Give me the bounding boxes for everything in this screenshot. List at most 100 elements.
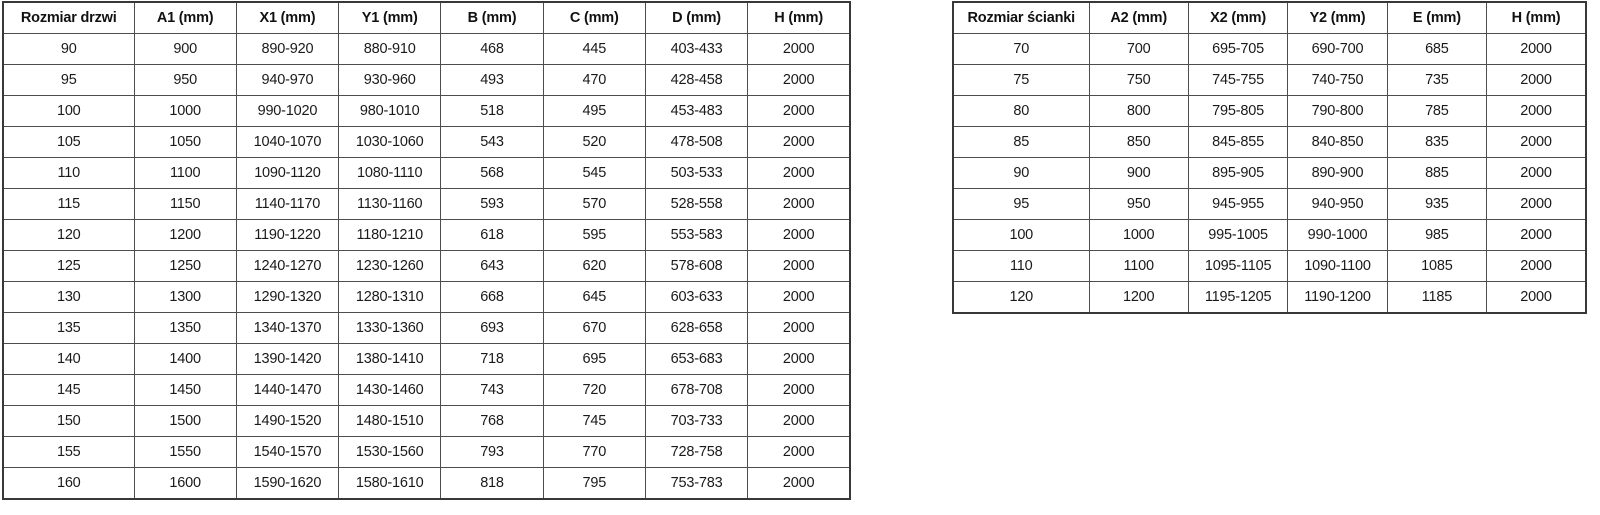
table-cell: 735 [1386,64,1488,96]
table-cell: 120 [952,281,1090,314]
table-cell: 795 [542,467,646,500]
table-cell: 593 [440,188,544,220]
table-cell: 1200 [1088,281,1189,314]
table-cell: 1150 [133,188,237,220]
table-cell: 2000 [747,95,851,127]
table-cell: 900 [1088,157,1189,189]
column-header: X1 (mm) [235,1,340,34]
table-cell: 720 [542,374,646,406]
table-cell: 1095-1105 [1187,250,1289,282]
table-cell: 2000 [747,467,851,500]
table-cell: 115 [2,188,135,220]
column-header: E (mm) [1386,1,1488,34]
table-cell: 2000 [1486,188,1587,220]
table-cell: 528-558 [644,188,749,220]
table-cell: 85 [952,126,1090,158]
column-header: X2 (mm) [1187,1,1289,34]
table-cell: 1100 [1088,250,1189,282]
column-header: B (mm) [440,1,544,34]
table-cell: 110 [952,250,1090,282]
table-cell: 1190-1220 [235,219,340,251]
table-cell: 2000 [747,436,851,468]
table-row: 85 850 845-855 840-850 835 2000 [952,126,1587,158]
table-cell: 1180-1210 [338,219,442,251]
table-cell: 745-755 [1187,64,1289,96]
table-row: 135 1350 1340-1370 1330-1360 693 670 628-658 20… [2,312,851,344]
table-cell: 643 [440,250,544,282]
wall-panel-size-table: Rozmiar ścianki A2 (mm) X2 (mm) Y2 (mm) E (m… [952,1,1587,314]
table-cell: 2000 [1486,126,1587,158]
table-cell: 1600 [133,467,237,500]
table-cell: 645 [542,281,646,313]
table-cell: 1240-1270 [235,250,340,282]
table-cell: 940-970 [235,64,340,96]
table-cell: 2000 [747,126,851,158]
column-header: A1 (mm) [133,1,237,34]
table-cell: 700 [1088,33,1189,65]
column-header: Y1 (mm) [338,1,442,34]
table-cell: 2000 [747,188,851,220]
table-cell: 2000 [1486,219,1587,251]
table-cell: 678-708 [644,374,749,406]
table-cell: 745 [542,405,646,437]
table-cell: 493 [440,64,544,96]
table-row: 100 1000 990-1020 980-1010 518 495 453-483 2000 [2,95,851,127]
table-row: 150 1500 1490-1520 1480-1510 768 745 703-733 20… [2,405,851,437]
table-cell: 75 [952,64,1090,96]
table-cell: 1140-1170 [235,188,340,220]
table-cell: 130 [2,281,135,313]
table-cell: 850 [1088,126,1189,158]
table-row: 100 1000 995-1005 990-1000 985 2000 [952,219,1587,251]
table-cell: 1300 [133,281,237,313]
table-cell: 1195-1205 [1187,281,1289,314]
table-cell: 628-658 [644,312,749,344]
table-cell: 690-700 [1287,33,1388,65]
table-cell: 2000 [747,33,851,65]
table-cell: 693 [440,312,544,344]
column-header: Y2 (mm) [1287,1,1388,34]
wall-panel-size-table-header: Rozmiar ścianki A2 (mm) X2 (mm) Y2 (mm) E (m… [952,1,1587,34]
table-cell: 995-1005 [1187,219,1289,251]
table-cell: 795-805 [1187,95,1289,127]
table-cell: 553-583 [644,219,749,251]
door-size-table-header: Rozmiar drzwi A1 (mm) X1 (mm) Y1 (mm) B (mm)… [2,1,851,34]
table-cell: 1100 [133,157,237,189]
table-cell: 2000 [747,250,851,282]
table-cell: 818 [440,467,544,500]
table-cell: 653-683 [644,343,749,375]
table-cell: 470 [542,64,646,96]
table-cell: 135 [2,312,135,344]
table-cell: 2000 [747,281,851,313]
wall-panel-size-table-body: 70 700 695-705 690-700 685 2000 75 750 745-755 74… [952,33,1587,314]
table-cell: 1500 [133,405,237,437]
table-cell: 90 [2,33,135,65]
table-cell: 1190-1200 [1287,281,1388,314]
table-cell: 520 [542,126,646,158]
table-cell: 1450 [133,374,237,406]
table-cell: 160 [2,467,135,500]
table-cell: 900 [133,33,237,65]
table-cell: 768 [440,405,544,437]
column-header: Rozmiar ścianki [952,1,1090,34]
table-cell: 70 [952,33,1090,65]
table-cell: 1000 [133,95,237,127]
table-cell: 1290-1320 [235,281,340,313]
table-cell: 1340-1370 [235,312,340,344]
table-cell: 545 [542,157,646,189]
table-cell: 1490-1520 [235,405,340,437]
table-cell: 1580-1610 [338,467,442,500]
table-cell: 453-483 [644,95,749,127]
table-row: 130 1300 1290-1320 1280-1310 668 645 603-633 20… [2,281,851,313]
table-cell: 1050 [133,126,237,158]
table-cell: 1330-1360 [338,312,442,344]
table-cell: 835 [1386,126,1488,158]
table-cell: 95 [2,64,135,96]
table-row: 120 1200 1195-1205 1190-1200 1185 2000 [952,281,1587,314]
table-cell: 695-705 [1187,33,1289,65]
table-cell: 468 [440,33,544,65]
table-cell: 2000 [747,64,851,96]
header-row: Rozmiar ścianki A2 (mm) X2 (mm) Y2 (mm) E (m… [952,1,1587,34]
table-cell: 800 [1088,95,1189,127]
table-cell: 120 [2,219,135,251]
table-cell: 1590-1620 [235,467,340,500]
